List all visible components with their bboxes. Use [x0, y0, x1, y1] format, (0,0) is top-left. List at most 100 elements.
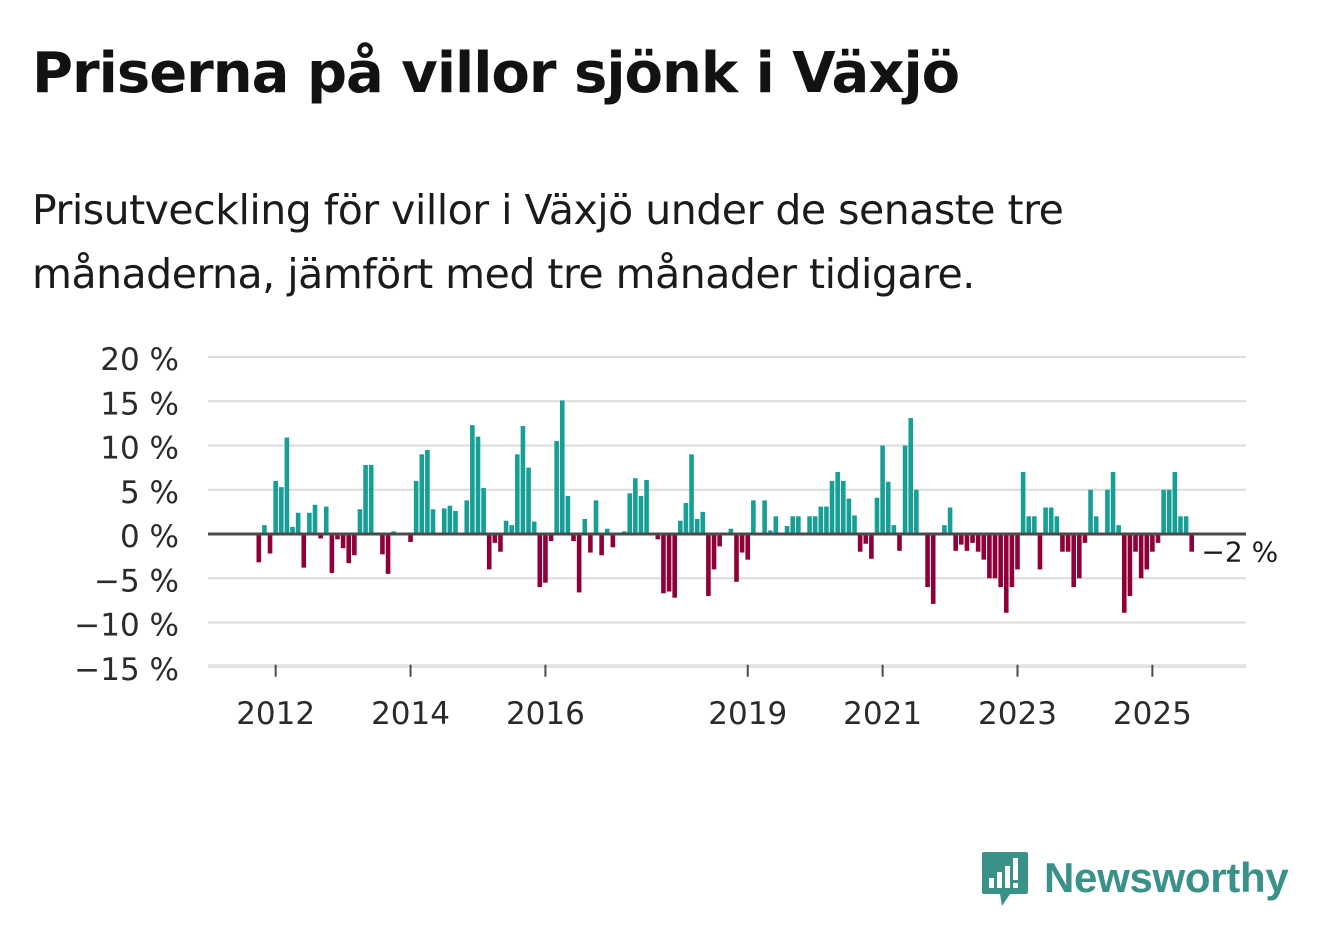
- bar: [818, 506, 824, 534]
- bar: [711, 534, 717, 570]
- bar: [1172, 472, 1178, 534]
- bar: [1048, 507, 1054, 534]
- bar: [672, 534, 677, 598]
- bar: [959, 534, 964, 545]
- bar: [807, 516, 812, 534]
- bar: [784, 526, 790, 534]
- bar: [368, 464, 374, 534]
- x-tick-label: 2019: [708, 696, 787, 732]
- bar: [1161, 489, 1166, 534]
- chart-subtitle: Prisutveckling för villor i Växjö under …: [32, 186, 1064, 298]
- bar: [520, 426, 526, 534]
- bar: [1150, 534, 1155, 552]
- x-tick-label: 2014: [371, 696, 450, 732]
- bar: [475, 436, 481, 534]
- bar: [565, 495, 571, 534]
- bar: [829, 480, 835, 534]
- bar: [942, 525, 947, 534]
- bar: [1116, 525, 1121, 534]
- bar: [751, 500, 756, 534]
- bar: [728, 528, 734, 534]
- bar: [846, 498, 852, 534]
- bar: [627, 493, 633, 534]
- bar: [678, 520, 683, 534]
- bar: [593, 500, 599, 534]
- bar: [486, 534, 492, 570]
- bar: [273, 480, 278, 534]
- bar: [863, 534, 869, 544]
- bar: [340, 534, 346, 549]
- brand-name: Newsworthy: [1044, 854, 1289, 901]
- bar: [543, 534, 548, 583]
- chart-title: Priserna på villor sjönk i Växjö: [32, 41, 960, 106]
- bar: [419, 454, 425, 534]
- bar: [576, 534, 582, 593]
- bar: [599, 534, 604, 556]
- newsworthy-brand[interactable]: Newsworthy: [980, 848, 1289, 908]
- bar: [323, 506, 329, 534]
- bar: [1026, 516, 1032, 534]
- y-tick-label: −15 %: [74, 652, 179, 688]
- bar: [582, 518, 588, 534]
- x-tick-label: 2016: [506, 696, 585, 732]
- bar: [891, 525, 897, 534]
- bar: [318, 534, 323, 539]
- bar: [987, 534, 992, 579]
- bar: [1133, 534, 1138, 552]
- x-tick-label: 2021: [843, 696, 922, 732]
- bar: [700, 511, 706, 534]
- y-tick-label: 10 %: [100, 431, 179, 467]
- bar: [880, 445, 885, 534]
- bar: [666, 534, 672, 592]
- bar: [425, 449, 430, 534]
- bar: [1032, 516, 1037, 534]
- bar: [301, 534, 307, 568]
- bar: [694, 518, 700, 534]
- bar: [352, 534, 357, 556]
- bar: [441, 508, 447, 534]
- bar: [655, 534, 661, 540]
- bar: [790, 516, 795, 534]
- bar: [683, 503, 689, 534]
- bar: [430, 509, 436, 534]
- bar: [644, 480, 649, 534]
- bar: [537, 534, 543, 588]
- bar: [661, 534, 666, 594]
- bar: [447, 505, 453, 534]
- bar: [380, 534, 385, 555]
- bar: [998, 534, 1003, 588]
- bar: [840, 480, 846, 534]
- y-tick-label: 20 %: [100, 342, 179, 378]
- bar: [284, 437, 290, 534]
- bar: [262, 525, 267, 534]
- bar: [346, 534, 352, 564]
- bar: [1155, 534, 1161, 543]
- bar: [897, 534, 902, 551]
- bar: [515, 454, 520, 534]
- x-tick-label: 2012: [236, 696, 315, 732]
- bar: [312, 504, 318, 534]
- bar: [796, 516, 801, 534]
- bar: [329, 534, 335, 573]
- bar: [869, 534, 874, 559]
- bar: [256, 534, 262, 563]
- bar: [992, 534, 998, 579]
- bar: [857, 534, 863, 552]
- bar: [706, 534, 711, 596]
- bar: [554, 441, 559, 534]
- x-tick-label: 2025: [1113, 696, 1192, 732]
- bar: [767, 530, 773, 534]
- bar: [970, 534, 975, 543]
- bar: [385, 534, 391, 574]
- y-tick-label: 0 %: [120, 519, 179, 555]
- bar: [1054, 516, 1060, 534]
- bar: [464, 500, 470, 534]
- bar: [812, 516, 818, 534]
- bar: [1121, 534, 1127, 613]
- bar: [278, 487, 284, 534]
- bar: [1077, 534, 1082, 579]
- bar: [1138, 534, 1144, 579]
- bar: [509, 525, 514, 534]
- bar: [638, 495, 644, 534]
- bar: [1071, 534, 1076, 588]
